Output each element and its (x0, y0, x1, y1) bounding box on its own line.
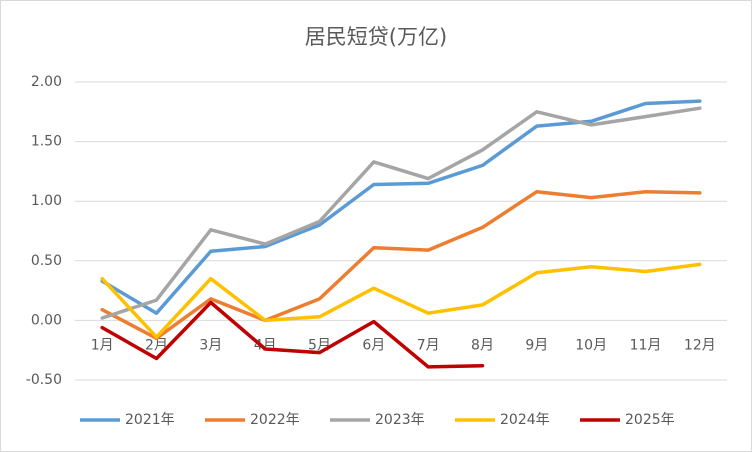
x-tick-label: 6月 (362, 337, 385, 353)
legend-label: 2022年 (250, 412, 300, 428)
x-tick-label: 8月 (471, 337, 494, 353)
y-tick-label: -0.50 (26, 372, 62, 388)
series-line (100, 262, 702, 339)
y-tick-label: 1.00 (31, 193, 62, 209)
y-tick-label: 0.50 (31, 253, 62, 269)
legend-label: 2024年 (500, 412, 550, 428)
x-tick-label: 2月 (145, 337, 168, 353)
x-tick-label: 9月 (525, 337, 548, 353)
x-tick-label: 3月 (199, 337, 222, 353)
series-line (100, 300, 485, 369)
legend-label: 2021年 (125, 412, 175, 428)
x-tick-label: 10月 (575, 337, 607, 353)
y-tick-label: 0.00 (31, 312, 62, 328)
series-line (100, 106, 702, 320)
series-line (100, 189, 702, 341)
y-tick-label: 2.00 (31, 74, 62, 90)
legend-label: 2023年 (375, 412, 425, 428)
legend-label: 2025年 (625, 412, 675, 428)
x-tick-label: 11月 (630, 337, 662, 353)
x-tick-label: 7月 (417, 337, 440, 353)
chart-title: 居民短贷(万亿) (305, 25, 447, 49)
x-tick-label: 12月 (684, 337, 716, 353)
x-tick-label: 1月 (91, 337, 114, 353)
y-tick-label: 1.50 (31, 134, 62, 150)
series-line (100, 99, 702, 315)
